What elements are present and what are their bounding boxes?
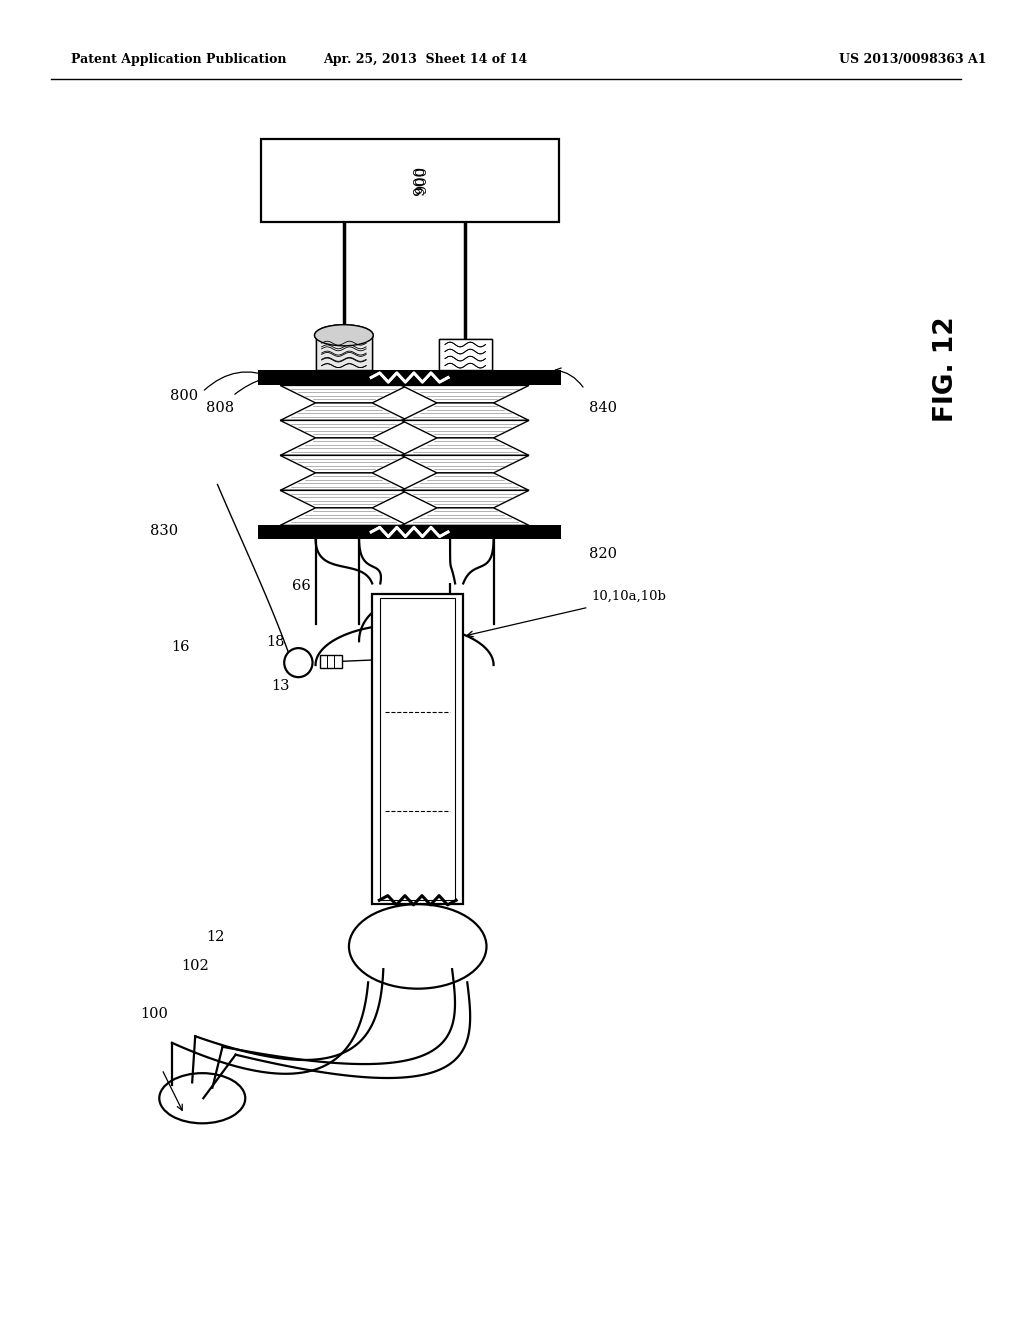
Polygon shape [281,508,408,525]
Polygon shape [401,438,529,455]
Text: 18: 18 [266,635,285,648]
Text: 16: 16 [171,640,189,653]
Polygon shape [401,385,529,403]
Bar [319,655,342,668]
Bar [315,335,372,370]
Text: 66: 66 [292,579,310,593]
Ellipse shape [314,325,373,346]
Bar [439,339,492,370]
Ellipse shape [285,648,312,677]
Polygon shape [401,508,529,525]
Polygon shape [281,420,408,438]
Polygon shape [401,455,529,473]
Text: 100: 100 [140,1007,168,1020]
Bar [315,337,372,370]
Polygon shape [281,385,408,403]
Bar [261,139,559,222]
Polygon shape [281,491,408,508]
Text: Patent Application Publication: Patent Application Publication [71,53,287,66]
Text: 840: 840 [589,401,616,414]
Bar [380,598,455,900]
Polygon shape [401,491,529,508]
Text: US 2013/0098363 A1: US 2013/0098363 A1 [840,53,987,66]
Bar [253,385,566,525]
Polygon shape [401,403,529,420]
Polygon shape [281,438,408,455]
Polygon shape [401,473,529,491]
Text: 12: 12 [206,931,224,944]
Text: FIG. 12: FIG. 12 [933,317,958,422]
Polygon shape [281,403,408,420]
Text: 900: 900 [414,165,427,195]
Text: 13: 13 [271,680,290,693]
Bar [439,339,492,370]
Bar [258,525,561,539]
Polygon shape [401,420,529,438]
Bar [372,594,463,904]
Bar [258,370,561,385]
Bar [380,539,455,583]
Bar [258,525,561,539]
Text: 900: 900 [416,166,429,194]
Text: 820: 820 [589,548,616,561]
Ellipse shape [160,1073,246,1123]
Text: 800: 800 [170,389,198,403]
Text: 808: 808 [207,401,234,414]
Ellipse shape [349,904,486,989]
Text: 830: 830 [150,524,178,537]
Ellipse shape [314,325,373,346]
Text: 10,10a,10b: 10,10a,10b [592,590,667,603]
Polygon shape [281,473,408,491]
Text: 102: 102 [181,960,209,973]
Polygon shape [281,455,408,473]
Bar [258,370,561,385]
Text: Apr. 25, 2013  Sheet 14 of 14: Apr. 25, 2013 Sheet 14 of 14 [323,53,527,66]
